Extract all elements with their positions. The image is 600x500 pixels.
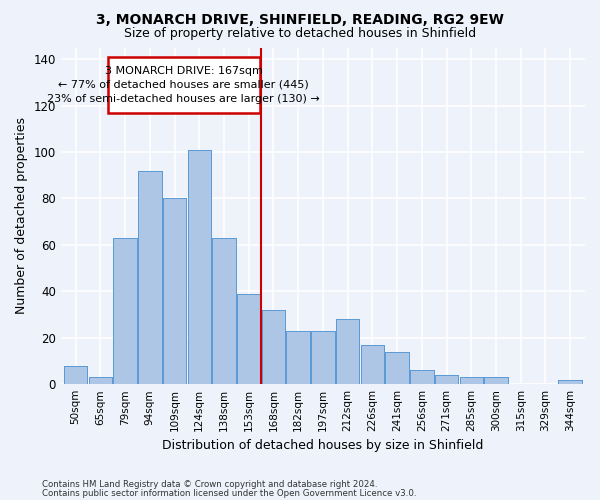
Text: 3, MONARCH DRIVE, SHINFIELD, READING, RG2 9EW: 3, MONARCH DRIVE, SHINFIELD, READING, RG… xyxy=(96,12,504,26)
Bar xyxy=(460,377,483,384)
Bar xyxy=(361,344,384,384)
Bar xyxy=(336,319,359,384)
Bar xyxy=(286,331,310,384)
Bar xyxy=(188,150,211,384)
Bar xyxy=(336,319,359,384)
Bar xyxy=(410,370,434,384)
Text: 3 MONARCH DRIVE: 167sqm: 3 MONARCH DRIVE: 167sqm xyxy=(105,66,263,76)
Bar xyxy=(410,370,434,384)
Text: 23% of semi-detached houses are larger (130) →: 23% of semi-detached houses are larger (… xyxy=(47,94,320,104)
Bar xyxy=(435,375,458,384)
Bar xyxy=(113,238,137,384)
Bar xyxy=(163,198,186,384)
Text: ← 77% of detached houses are smaller (445): ← 77% of detached houses are smaller (44… xyxy=(58,80,309,90)
Bar xyxy=(237,294,260,384)
Bar xyxy=(188,150,211,384)
Bar xyxy=(138,170,161,384)
Text: Size of property relative to detached houses in Shinfield: Size of property relative to detached ho… xyxy=(124,28,476,40)
Bar xyxy=(108,57,260,112)
Bar xyxy=(559,380,582,384)
Bar xyxy=(311,331,335,384)
Bar xyxy=(262,310,285,384)
Bar xyxy=(212,238,236,384)
Y-axis label: Number of detached properties: Number of detached properties xyxy=(15,118,28,314)
X-axis label: Distribution of detached houses by size in Shinfield: Distribution of detached houses by size … xyxy=(162,440,484,452)
Bar xyxy=(385,352,409,384)
Text: Contains public sector information licensed under the Open Government Licence v3: Contains public sector information licen… xyxy=(42,490,416,498)
Text: Contains HM Land Registry data © Crown copyright and database right 2024.: Contains HM Land Registry data © Crown c… xyxy=(42,480,377,489)
Bar xyxy=(286,331,310,384)
Bar xyxy=(262,310,285,384)
Bar xyxy=(311,331,335,384)
Bar xyxy=(484,377,508,384)
Bar xyxy=(460,377,483,384)
Bar xyxy=(89,377,112,384)
Bar xyxy=(64,366,88,384)
Bar xyxy=(89,377,112,384)
Bar xyxy=(385,352,409,384)
Bar xyxy=(559,380,582,384)
Bar xyxy=(212,238,236,384)
Bar xyxy=(113,238,137,384)
Bar xyxy=(64,366,88,384)
Bar xyxy=(435,375,458,384)
Bar xyxy=(484,377,508,384)
Bar xyxy=(237,294,260,384)
Bar xyxy=(361,344,384,384)
Bar xyxy=(138,170,161,384)
Bar xyxy=(163,198,186,384)
